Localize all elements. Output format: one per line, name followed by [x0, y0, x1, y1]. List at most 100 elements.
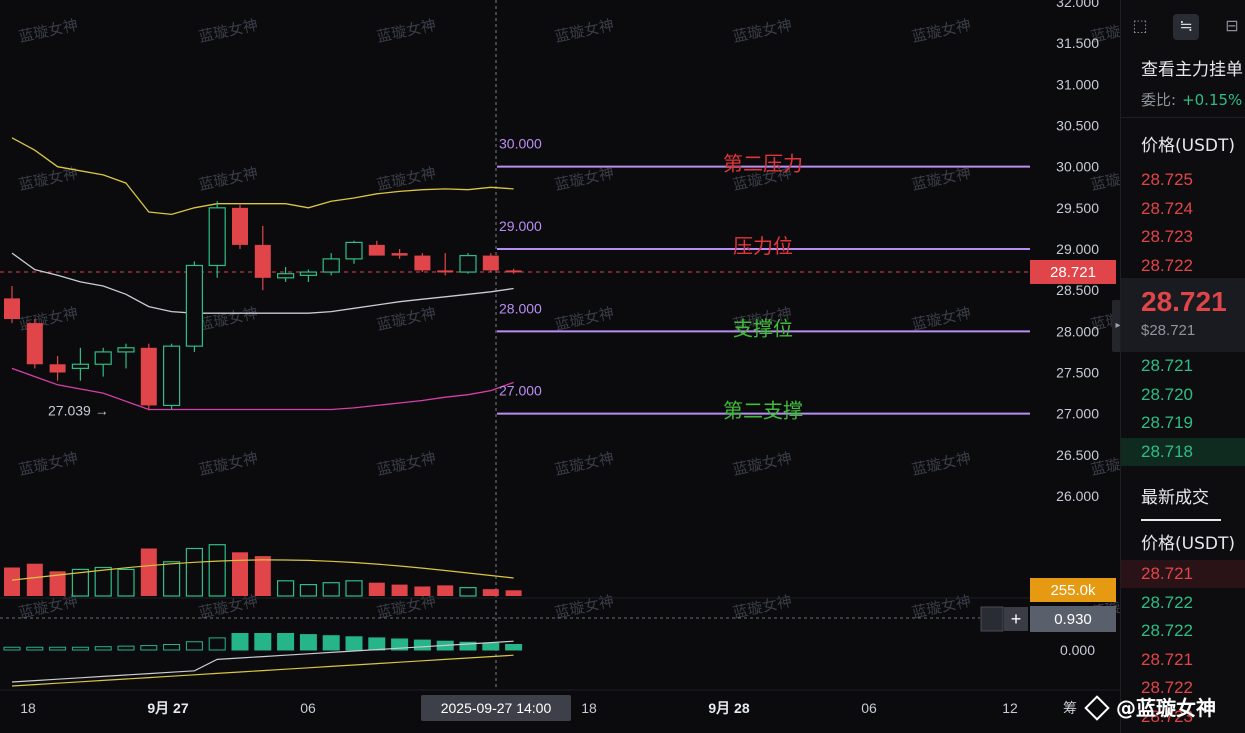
indicator-bar	[208, 637, 226, 651]
main-orders-link[interactable]: 查看主力挂单	[1141, 60, 1243, 80]
watermark-text: 蓝璇女神	[197, 164, 259, 194]
watermark-text: 蓝璇女神	[197, 592, 259, 622]
tab-latest-trades[interactable]: 最新成交	[1141, 488, 1209, 508]
watermark-text: 蓝璇女神	[910, 449, 972, 479]
bid-row[interactable]: 28.718	[1121, 437, 1245, 466]
price-axis-tick: 32.000	[1056, 0, 1099, 10]
volume-bar	[505, 590, 522, 596]
volume-bar	[163, 561, 181, 597]
order-book-icon[interactable]: ≒	[1173, 14, 1199, 40]
watermark-text: 蓝璇女神	[553, 304, 615, 334]
indicator-signal-line	[11, 654, 514, 687]
mid-price-usd: $28.721	[1141, 322, 1196, 339]
indicator-bar	[299, 634, 317, 651]
bid-row[interactable]: 28.719	[1141, 413, 1193, 432]
indicator-bar	[413, 639, 431, 651]
trade-row: 28.721	[1121, 560, 1245, 588]
candle-body	[208, 207, 226, 267]
plus-icon: +	[1011, 609, 1022, 629]
indicator-bar	[163, 644, 181, 651]
watermark-text: 蓝璇女神	[17, 16, 79, 46]
watermark-text: 蓝璇女神	[375, 449, 437, 479]
price-axis-tick: 30.000	[1056, 159, 1099, 175]
volume-bar	[482, 589, 499, 596]
volume-bar	[208, 544, 226, 597]
volume-bar	[94, 566, 112, 597]
candle-body	[414, 255, 431, 271]
price-axis-tick: 26.000	[1056, 488, 1099, 504]
time-axis-tick: 筹	[1063, 700, 1077, 716]
watermark-text: 蓝璇女神	[17, 449, 79, 479]
indicator-toggle-button	[980, 606, 1004, 632]
ask-row[interactable]: 28.725	[1141, 170, 1193, 189]
brand-text: @蓝璇女神	[1116, 696, 1216, 720]
indicator-tag	[1030, 606, 1116, 632]
candle-body	[322, 258, 340, 273]
candle-body	[391, 253, 408, 256]
watermark-text: 蓝璇女神	[197, 304, 259, 334]
mid-price: 28.721	[1141, 286, 1227, 317]
time-axis-tick: 9月 27	[147, 700, 188, 716]
current-price-tag	[1030, 259, 1116, 284]
watermark-text: 蓝璇女神	[731, 449, 793, 479]
candle-body	[254, 244, 271, 278]
bid-row[interactable]: 28.721	[1141, 356, 1193, 375]
candle-body	[482, 255, 499, 271]
current-price-tag-text: 28.721	[1050, 264, 1096, 281]
level-name-label: 第二压力	[723, 152, 803, 176]
trade-row: 28.722	[1141, 678, 1193, 697]
volume-bar	[254, 556, 271, 596]
time-axis-tick: 9月 28	[708, 700, 749, 716]
indicator-bar	[26, 646, 44, 651]
indicator-bar	[3, 646, 21, 651]
indicator-bar	[94, 646, 112, 651]
volume-bar	[117, 568, 135, 597]
watermark-text: 蓝璇女神	[375, 304, 437, 334]
watermark-text: 蓝璇女神	[910, 164, 972, 194]
candle-body	[140, 347, 157, 406]
volume-bar	[71, 568, 90, 597]
volume-bar	[368, 582, 385, 596]
bid-row[interactable]: 28.720	[1141, 384, 1193, 404]
volume-tag	[1030, 578, 1116, 602]
indicator-line	[11, 640, 514, 683]
volume-ma-line	[11, 559, 514, 581]
indicator-tag-text: 0.930	[1054, 611, 1092, 628]
volume-bar	[277, 580, 295, 597]
volume-bar	[391, 584, 408, 596]
lower-band-line	[11, 367, 514, 411]
indicator-bar	[277, 633, 295, 651]
ask-row[interactable]: 28.724	[1141, 198, 1193, 218]
indicator-bar	[185, 641, 203, 651]
price-axis-tick: 29.000	[1056, 241, 1099, 257]
expand-icon[interactable]: ⬚	[1132, 18, 1148, 35]
level-name-label: 压力位	[733, 234, 793, 258]
watermark-text: 蓝璇女神	[17, 304, 79, 334]
order-book-panel: ⬚ ≒ ⊟ 查看主力挂单 委比: +0.15% 价格(USDT) 28.725 28…	[1120, 0, 1245, 733]
candle-body	[49, 364, 66, 373]
price-axis-tick: 27.500	[1056, 365, 1099, 381]
volume-bar	[299, 583, 317, 597]
level-name-label: 第二支撑	[723, 399, 803, 423]
ask-row[interactable]: 28.722	[1141, 255, 1193, 275]
candle-body	[368, 244, 385, 256]
watermark-text: 蓝璇女神	[17, 592, 79, 622]
candle-body	[117, 347, 135, 353]
trade-row: 28.722	[1141, 592, 1193, 612]
watermark-text: 蓝璇女神	[731, 16, 793, 46]
kline-chart-area[interactable]: 蓝璇女神 蓝璇女神 蓝璇女神 蓝璇女神 蓝璇女神 蓝璇女神 蓝璇女神 蓝璇女神 蓝璇女神 蓝璇女神…	[0, 0, 1120, 733]
time-axis-tick: 06	[861, 700, 877, 716]
trades-icon[interactable]: ⊟	[1225, 18, 1239, 35]
candle-body	[437, 270, 454, 273]
watermark-text: 蓝璇女神	[910, 592, 972, 622]
brand-watermark: @蓝璇女神	[1084, 692, 1216, 721]
order-book-price-header: 价格(USDT)	[1141, 136, 1235, 156]
tab-underline	[1141, 519, 1221, 521]
ask-row[interactable]: 28.723	[1141, 227, 1193, 246]
watermark-text: 蓝璇女神	[553, 592, 615, 622]
indicator-bar	[345, 636, 363, 651]
watermark-text: 蓝璇女神	[375, 16, 437, 46]
watermark-text: 蓝璇女神	[553, 16, 615, 46]
indicator-bar	[368, 637, 386, 651]
